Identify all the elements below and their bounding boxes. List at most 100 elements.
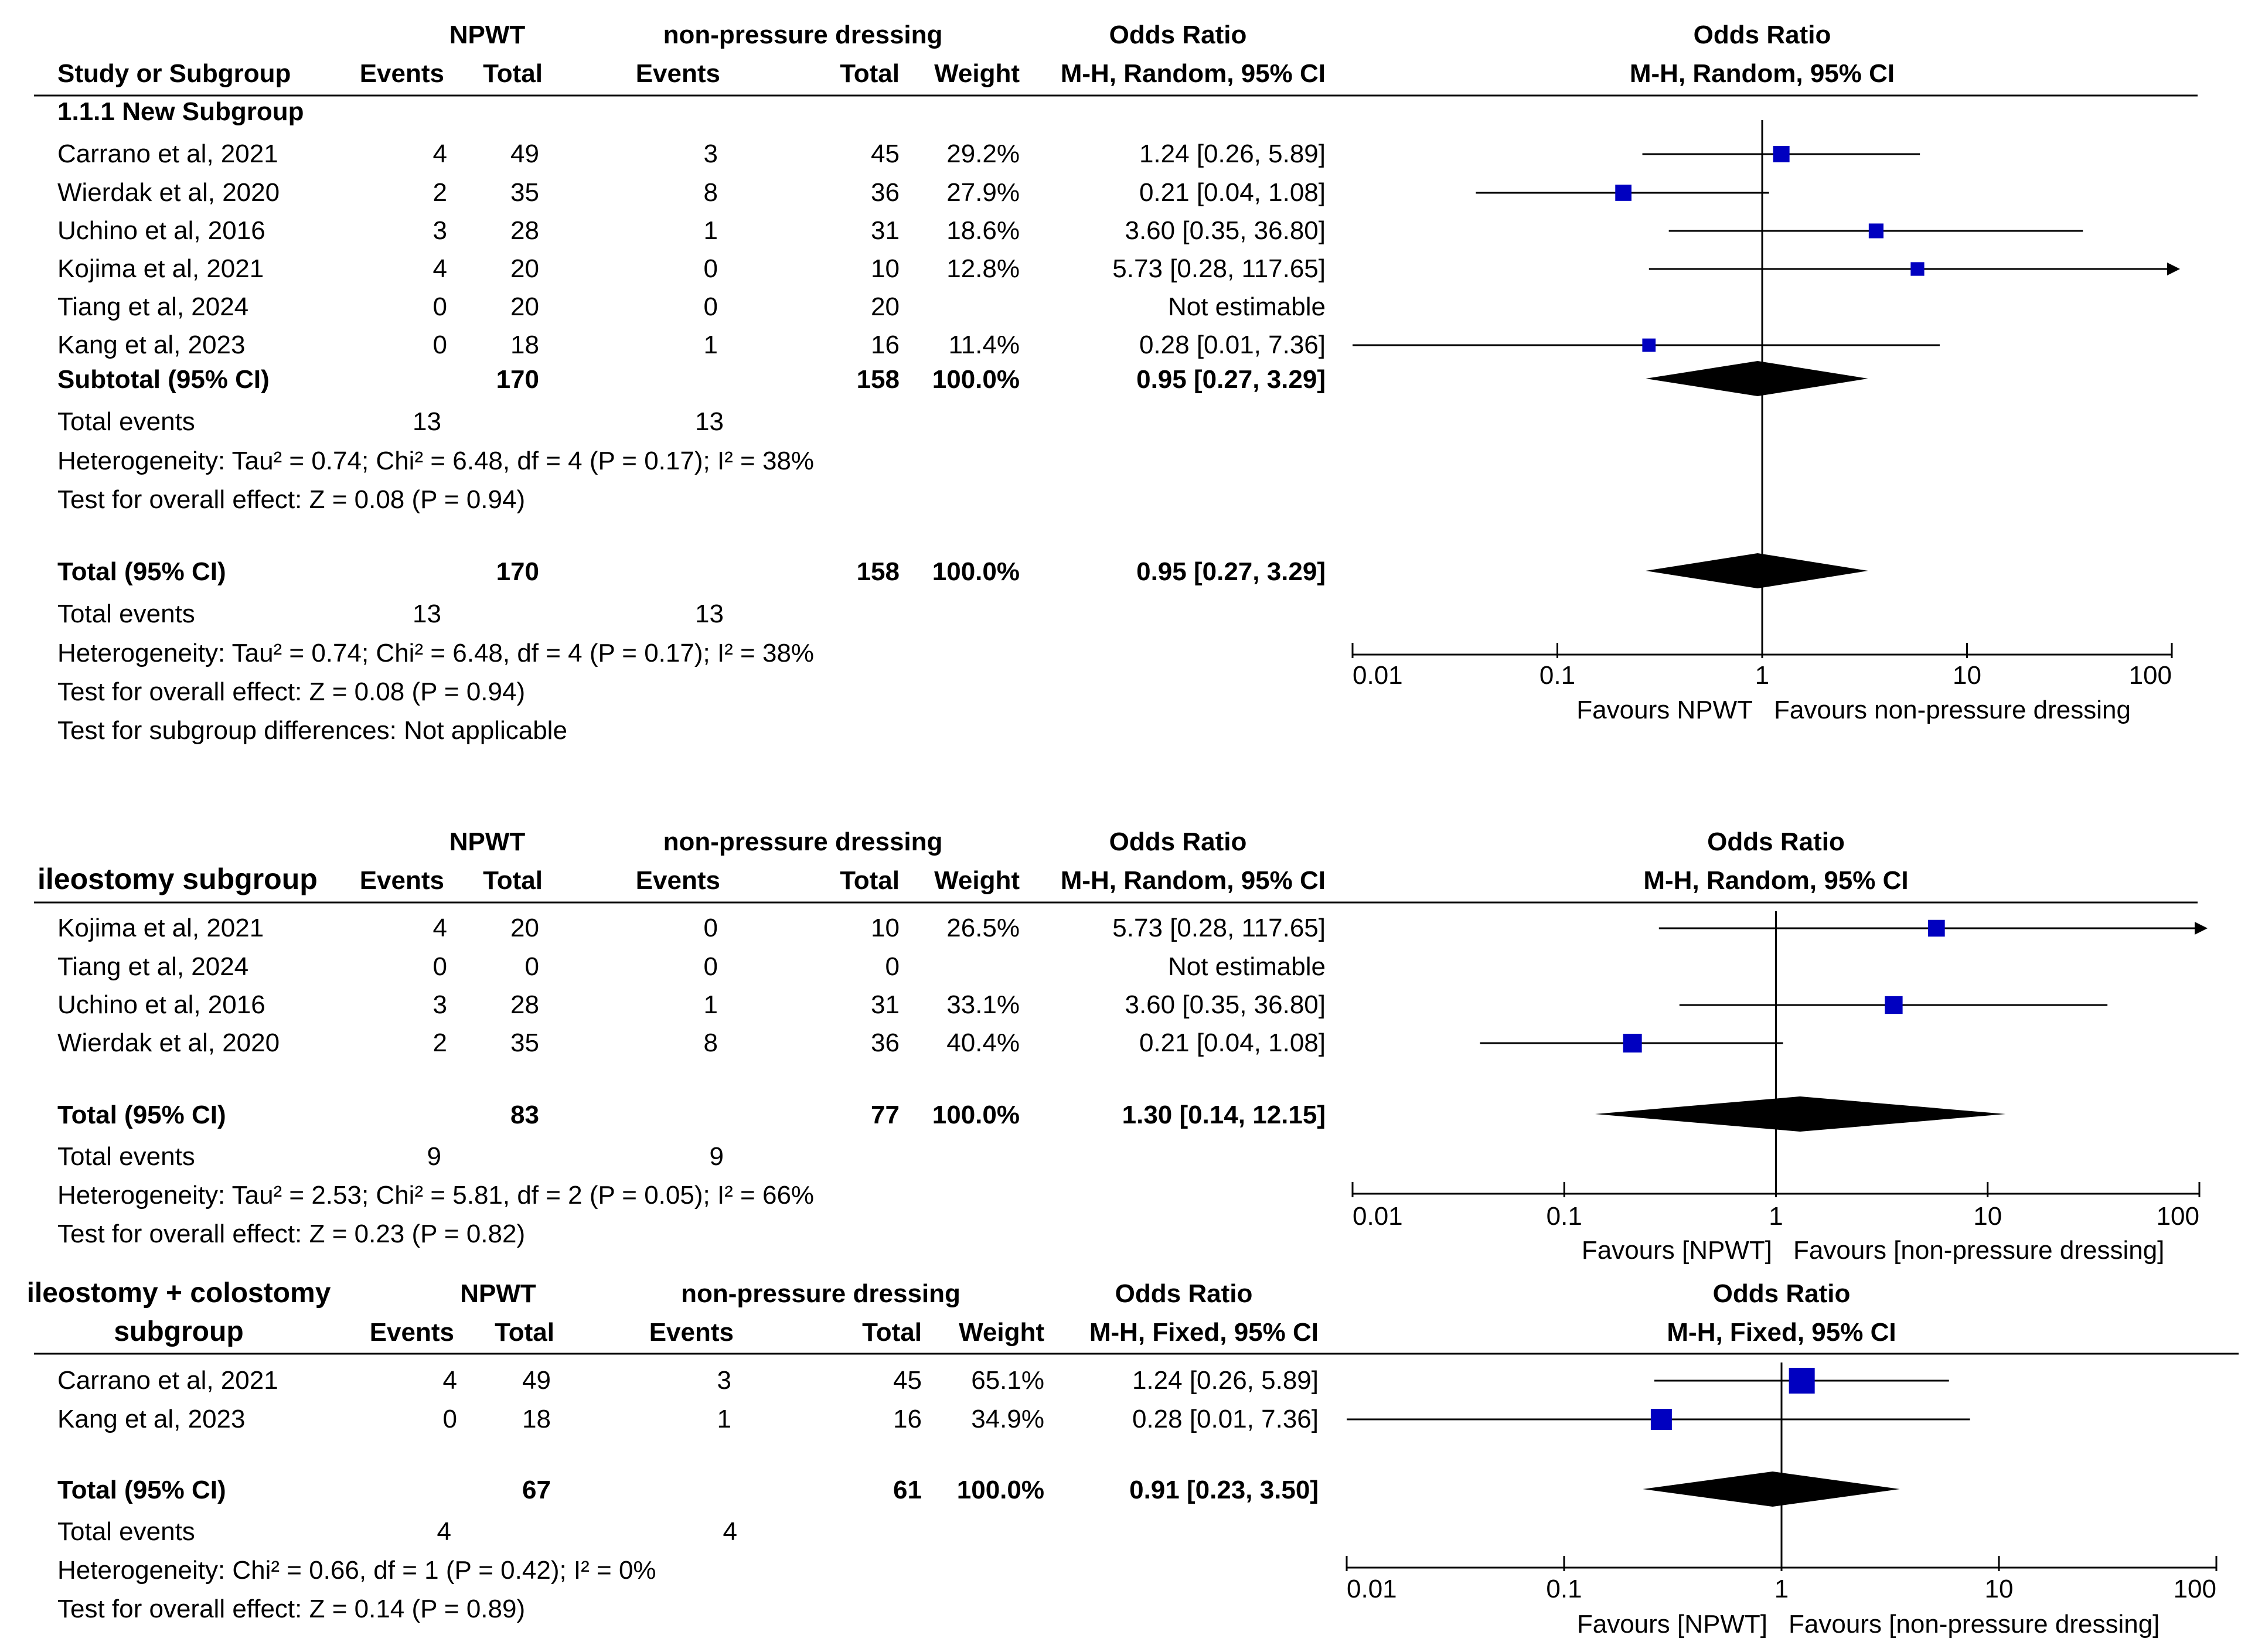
total-weight: 100.0% [957,1476,1044,1504]
study-weight: 26.5% [946,914,1020,942]
study-total-control: 45 [871,139,900,168]
study-total-control: 36 [871,1028,900,1057]
effect-size-square [1928,919,1945,937]
study-odds-ratio: 1.24 [0.26, 5.89] [1132,1366,1319,1395]
study-events-control: 3 [704,139,718,168]
study-total-control: 16 [871,331,900,359]
study-events-npwt: 3 [433,216,447,245]
plot-odds-ratio-header: Odds Ratio [1707,827,1845,856]
subtotal-events-npwt: 13 [413,407,441,436]
total-npwt: 170 [496,557,539,586]
study-total-control: 16 [893,1405,922,1433]
events1-header: Events [360,59,444,88]
total-events-label: Total events [57,1142,195,1171]
study-label: Kojima et al, 2021 [57,254,264,283]
study-events-npwt: 4 [443,1366,457,1395]
effect-size-square [1789,1368,1815,1394]
study-total-control: 10 [871,254,900,283]
events1-header: Events [360,866,444,895]
total-events-control: 4 [723,1517,737,1546]
study-events-npwt: 3 [433,990,447,1019]
x-axis-tick-label: 1 [1774,1575,1789,1603]
study-odds-ratio: Not estimable [1168,292,1326,321]
favours-left-label: Favours NPWT [1576,696,1753,724]
study-weight: 34.9% [971,1405,1044,1433]
study-events-control: 1 [704,990,718,1019]
total-events-label: Total events [57,600,195,628]
study-column-header-line1: ileostomy + colostomy [27,1278,331,1309]
favours-right-label: Favours non-pressure dressing [1774,696,2131,724]
statistics-note: Test for overall effect: Z = 0.08 (P = 0… [57,677,525,706]
or-method-header: M-H, Random, 95% CI [1061,866,1326,895]
study-events-control: 8 [704,1028,718,1057]
subtotal-statistics-note: Heterogeneity: Tau² = 0.74; Chi² = 6.48,… [57,447,814,475]
total-events-npwt: 9 [427,1142,441,1171]
study-column-header: Study or Subgroup [57,59,291,88]
study-weight: 65.1% [971,1366,1044,1395]
study-column-header-line2: subgroup [114,1316,243,1347]
study-odds-ratio: Not estimable [1168,952,1326,981]
weight-header: Weight [934,866,1020,895]
study-total-npwt: 20 [510,292,539,321]
study-events-control: 0 [704,914,718,942]
study-total-control: 31 [871,216,900,245]
study-weight: 40.4% [946,1028,1020,1057]
study-total-control: 36 [871,178,900,207]
plot-or-method-header: M-H, Random, 95% CI [1630,59,1895,88]
x-axis-tick-label: 0.1 [1546,1575,1582,1603]
subtotal-events-label: Total events [57,407,195,436]
total-events-npwt: 13 [413,600,441,628]
statistics-note: Test for overall effect: Z = 0.14 (P = 0… [57,1595,525,1623]
statistics-note: Test for subgroup differences: Not appli… [57,716,567,745]
study-total-npwt: 28 [510,990,539,1019]
study-events-control: 0 [704,292,718,321]
or-method-header: M-H, Random, 95% CI [1061,59,1326,88]
subtotal-total-control: 158 [857,365,900,394]
group2-header: non-pressure dressing [663,21,943,49]
study-total-npwt: 20 [510,254,539,283]
favours-right-label: Favours [non-pressure dressing] [1793,1236,2164,1265]
study-events-control: 8 [704,178,718,207]
x-axis-tick-label: 100 [2129,661,2172,690]
subtotal-weight: 100.0% [932,365,1020,394]
events2-header: Events [636,866,720,895]
effect-size-square [1650,1409,1672,1430]
total-label: Total (95% CI) [57,557,226,586]
total-events-npwt: 4 [437,1517,451,1546]
events2-header: Events [636,59,720,88]
plot-odds-ratio-header: Odds Ratio [1713,1279,1851,1308]
effect-size-square [1623,1034,1642,1052]
odds-ratio-header: Odds Ratio [1109,827,1247,856]
total-diamond [1643,1472,1900,1507]
group2-header: non-pressure dressing [663,827,943,856]
total-label: Total (95% CI) [57,1101,226,1129]
study-weight: 18.6% [946,216,1020,245]
statistics-note: Heterogeneity: Tau² = 2.53; Chi² = 5.81,… [57,1181,814,1210]
x-axis-tick-label: 100 [2157,1202,2199,1231]
total-weight: 100.0% [932,1101,1020,1129]
study-total-control: 0 [885,952,900,981]
study-odds-ratio: 0.28 [0.01, 7.36] [1139,331,1326,359]
study-events-npwt: 0 [433,952,447,981]
study-odds-ratio: 5.73 [0.28, 117.65] [1112,914,1326,942]
total2-header: Total [862,1318,922,1347]
weight-header: Weight [934,59,1020,88]
subtotal-odds-ratio: 0.95 [0.27, 3.29] [1136,365,1326,394]
x-axis-tick-label: 1 [1769,1202,1783,1231]
study-odds-ratio: 1.24 [0.26, 5.89] [1139,139,1326,168]
total-control: 61 [893,1476,922,1504]
plot-odds-ratio-header: Odds Ratio [1694,21,1831,49]
effect-size-square [1615,185,1631,201]
statistics-note: Test for overall effect: Z = 0.23 (P = 0… [57,1220,525,1248]
study-odds-ratio: 0.21 [0.04, 1.08] [1139,1028,1326,1057]
total-weight: 100.0% [932,557,1020,586]
plot-or-method-header: M-H, Random, 95% CI [1643,866,1908,895]
study-odds-ratio: 3.60 [0.35, 36.80] [1125,216,1326,245]
study-weight: 29.2% [946,139,1020,168]
total-events-control: 13 [695,600,724,628]
effect-size-square [1910,262,1925,276]
subgroup-title: 1.1.1 New Subgroup [57,97,304,126]
study-events-npwt: 2 [433,178,447,207]
total1-header: Total [483,59,543,88]
study-label: Kang et al, 2023 [57,1405,245,1433]
